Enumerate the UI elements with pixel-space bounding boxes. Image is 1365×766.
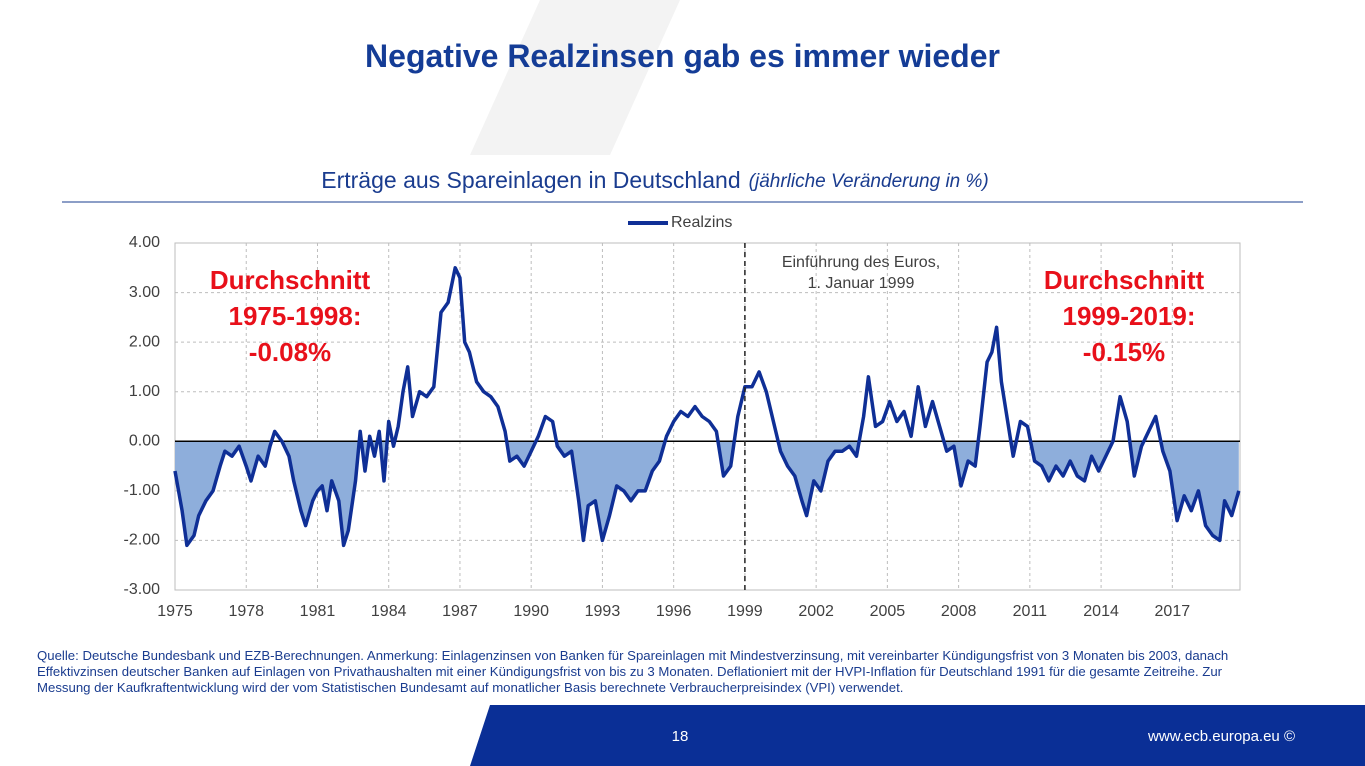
series-line <box>173 266 1241 548</box>
slide-title: Negative Realzinsen gab es immer wieder <box>365 38 1000 74</box>
y-tick-label: -1.00 <box>124 482 161 499</box>
y-tick-label: 1.00 <box>129 383 160 400</box>
y-tick-label: 0.00 <box>129 433 160 450</box>
x-tick-label: 1978 <box>228 603 264 620</box>
euro-label: 1. Januar 1999 <box>808 275 915 292</box>
x-tick-label: 2017 <box>1155 603 1191 620</box>
x-tick-label: 1984 <box>371 603 407 620</box>
y-tick-label: -2.00 <box>124 532 161 549</box>
euro-label: Einführung des Euros, <box>782 254 940 271</box>
x-tick-label: 1996 <box>656 603 692 620</box>
decor-shape <box>470 0 680 155</box>
x-tick-label: 2005 <box>870 603 906 620</box>
average-annotation: 1975-1998: <box>229 301 362 331</box>
y-tick-label: 3.00 <box>129 284 160 301</box>
average-annotation: Durchschnitt <box>1044 265 1205 295</box>
x-tick-label: 1981 <box>300 603 336 620</box>
average-annotation: Durchschnitt <box>210 265 371 295</box>
chart-subtitle: Erträge aus Spareinlagen in Deutschland (… <box>321 167 988 193</box>
x-tick-label: 1990 <box>513 603 549 620</box>
source-note: Quelle: Deutsche Bundesbank und EZB-Bere… <box>37 648 1229 695</box>
x-tick-label: 2002 <box>798 603 834 620</box>
plot-frame <box>174 242 1241 591</box>
legend-label: Realzins <box>671 214 732 231</box>
average-annotation: -0.15% <box>1083 337 1165 367</box>
x-tick-label: 1993 <box>585 603 621 620</box>
chart: Erträge aus Spareinlagen in Deutschland (… <box>62 167 1303 620</box>
y-tick-label: 2.00 <box>129 333 160 350</box>
average-annotation: 1999-2019: <box>1063 301 1196 331</box>
footer-band <box>470 705 1365 766</box>
x-tick-label: 1975 <box>157 603 193 620</box>
y-tick-label: -3.00 <box>124 581 161 598</box>
x-tick-label: 1999 <box>727 603 763 620</box>
subtitle-note: (jährliche Veränderung in %) <box>749 171 989 192</box>
x-tick-label: 1987 <box>442 603 478 620</box>
x-tick-label: 2011 <box>1013 603 1048 620</box>
x-tick-label: 2014 <box>1083 603 1119 620</box>
subtitle-text: Erträge aus Spareinlagen in Deutschland <box>321 167 740 193</box>
average-annotation: -0.08% <box>249 337 331 367</box>
x-tick-label: 2008 <box>941 603 977 620</box>
y-tick-label: 4.00 <box>129 234 160 251</box>
